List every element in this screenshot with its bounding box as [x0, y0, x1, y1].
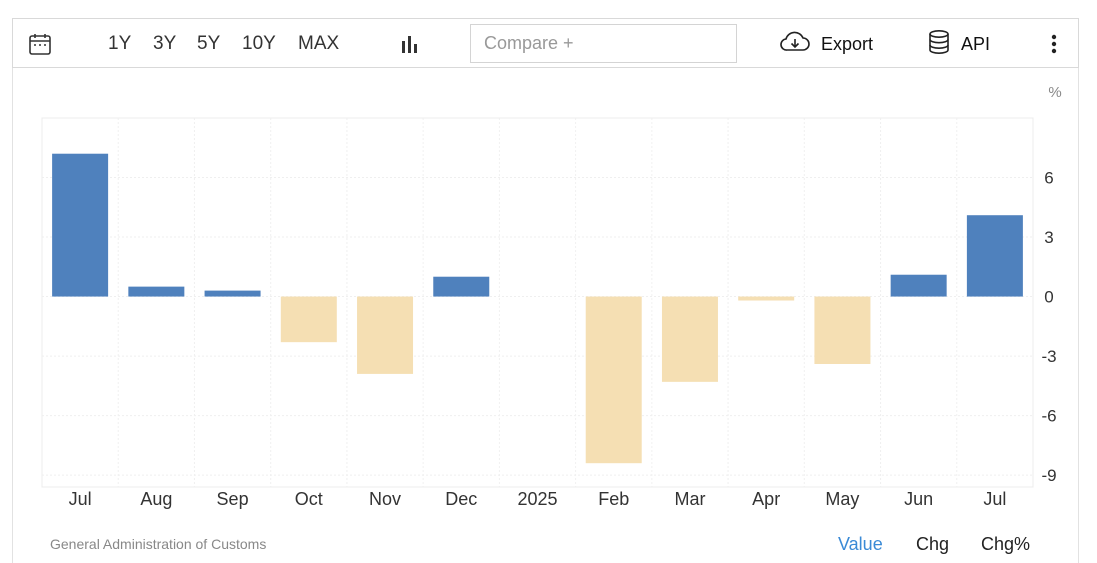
- calendar-icon[interactable]: [27, 19, 53, 69]
- range-10y-button[interactable]: 10Y: [242, 33, 276, 54]
- chart-toolbar: 1Y 3Y 5Y 10Y MAX Compare + Export: [12, 18, 1079, 68]
- chg-percent-tab[interactable]: Chg%: [981, 534, 1031, 554]
- chart-panel: [12, 68, 1079, 563]
- y-tick-label: -9: [1041, 466, 1056, 485]
- api-button[interactable]: API: [927, 19, 990, 69]
- bar-jul: [52, 153, 109, 297]
- export-button[interactable]: Export: [779, 19, 873, 69]
- y-tick-label: 6: [1044, 169, 1053, 188]
- bar-chart: 6 3 0 -3 -6 -9% Jul Aug Sep Oct Nov Dec 2025 Feb Mar Ap…: [41, 84, 1062, 509]
- api-label: API: [961, 33, 991, 54]
- chg-tab[interactable]: Chg: [916, 534, 950, 554]
- x-tick-label: Mar: [674, 489, 705, 509]
- plot-frame: [41, 117, 1034, 488]
- bar-feb: [585, 296, 642, 464]
- bar-oct: [280, 296, 337, 343]
- x-tick-label: Jun: [904, 489, 933, 509]
- x-tick-label: Aug: [140, 489, 172, 509]
- x-tick-label: Jul: [69, 489, 92, 509]
- y-tick-label: -6: [1041, 407, 1056, 426]
- bar-jun: [890, 274, 947, 297]
- y-tick-label: -3: [1041, 347, 1056, 366]
- bar-chart-icon[interactable]: [399, 19, 421, 69]
- bar-jul: [966, 215, 1023, 297]
- x-tick-label: Feb: [598, 489, 629, 509]
- bar-mar: [661, 296, 718, 382]
- source-label: General Administration of Customs: [50, 536, 267, 552]
- compare-input[interactable]: Compare +: [470, 24, 737, 63]
- database-icon: [927, 29, 951, 60]
- range-5y-button[interactable]: 5Y: [197, 33, 221, 54]
- x-tick-label: 2025: [517, 489, 557, 509]
- bar-sep: [204, 290, 261, 297]
- range-1y-button[interactable]: 1Y: [108, 33, 132, 54]
- x-tick-label: Jul: [983, 489, 1006, 509]
- bar-may: [814, 296, 871, 364]
- value-tab[interactable]: Value: [838, 534, 883, 554]
- y-tick-label: 0: [1044, 288, 1053, 307]
- export-label: Export: [821, 33, 874, 54]
- vertical-dots-icon[interactable]: [1049, 19, 1059, 69]
- x-tick-label: Sep: [217, 489, 249, 509]
- y-unit-label: %: [1048, 84, 1061, 101]
- bar-apr: [738, 296, 795, 301]
- x-tick-label: Nov: [369, 489, 401, 509]
- y-tick-label: 3: [1044, 228, 1053, 247]
- x-tick-label: Oct: [295, 489, 323, 509]
- bar-nov: [357, 296, 414, 374]
- range-max-button[interactable]: MAX: [298, 33, 340, 54]
- cloud-download-icon: [779, 30, 811, 59]
- x-tick-label: Apr: [752, 489, 780, 509]
- bar-aug: [128, 286, 185, 297]
- bar-dec: [433, 276, 490, 297]
- x-tick-label: May: [825, 489, 859, 509]
- x-tick-label: Dec: [445, 489, 477, 509]
- range-3y-button[interactable]: 3Y: [153, 33, 177, 54]
